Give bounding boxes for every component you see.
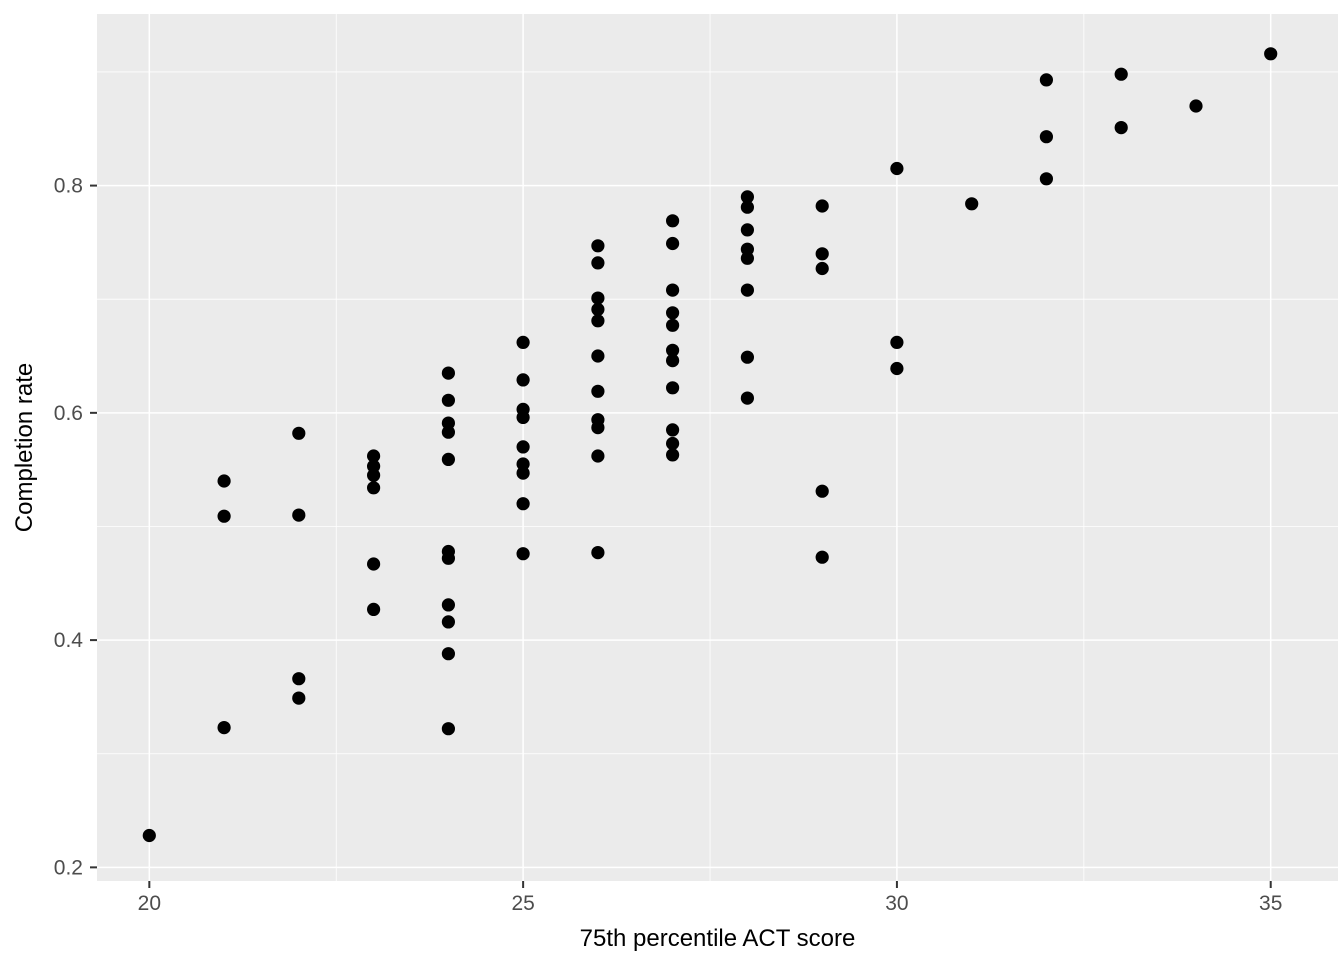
data-point — [441, 366, 455, 380]
data-point — [1039, 73, 1053, 87]
data-point — [367, 468, 381, 482]
x-tick-label: 25 — [511, 892, 534, 915]
data-point — [666, 306, 680, 320]
data-point — [666, 343, 680, 357]
data-point — [815, 247, 829, 261]
data-point — [441, 615, 455, 629]
data-point — [666, 236, 680, 251]
data-point — [591, 239, 605, 253]
data-point — [815, 199, 829, 213]
data-point — [441, 416, 455, 430]
data-point — [591, 384, 605, 398]
data-point — [591, 314, 605, 328]
data-point — [217, 509, 231, 523]
data-point — [1114, 121, 1128, 135]
data-point — [591, 546, 605, 560]
data-point — [441, 722, 455, 736]
y-tick-label: 0.2 — [54, 856, 83, 879]
data-point — [890, 161, 904, 176]
data-point — [666, 354, 680, 368]
data-point — [740, 223, 755, 237]
data-point — [815, 261, 829, 276]
data-point — [1114, 67, 1128, 81]
data-point — [292, 691, 306, 705]
major-gridlines — [97, 14, 1338, 881]
data-point — [1264, 47, 1278, 61]
data-point — [367, 557, 381, 571]
data-point — [142, 828, 156, 843]
data-point — [1189, 99, 1203, 113]
data-point — [292, 508, 306, 522]
data-point — [516, 373, 530, 387]
y-tick-label: 0.8 — [54, 175, 83, 198]
plot-panel — [97, 14, 1338, 881]
data-point — [367, 459, 381, 473]
y-axis-title: Completion rate — [11, 363, 38, 532]
x-tick-label: 35 — [1259, 892, 1282, 915]
data-point — [516, 410, 530, 424]
data-point — [965, 197, 979, 211]
data-point — [815, 550, 829, 564]
data-point — [740, 242, 755, 256]
data-point — [740, 350, 755, 364]
data-point — [890, 335, 904, 349]
data-point — [740, 190, 755, 204]
data-point — [591, 449, 605, 463]
data-point — [890, 361, 904, 376]
data-point — [217, 721, 231, 735]
data-point — [666, 318, 680, 332]
data-point — [740, 283, 755, 297]
tick-labels: 20 25 30 35 0.2 0.4 0.6 0.8 — [54, 175, 1283, 915]
data-point — [666, 381, 680, 395]
data-point — [815, 484, 829, 498]
data-point — [516, 440, 530, 454]
tick-marks — [90, 184, 1272, 888]
data-point — [1039, 172, 1053, 186]
data-point — [591, 291, 605, 305]
data-point — [516, 457, 530, 471]
data-point — [1039, 130, 1053, 144]
x-axis-title: 75th percentile ACT score — [580, 925, 856, 952]
minor-gridlines — [97, 14, 1338, 881]
data-point — [292, 672, 306, 686]
x-tick-label: 20 — [138, 892, 161, 915]
data-point — [441, 598, 455, 612]
x-tick-label: 30 — [885, 892, 908, 915]
data-point — [516, 466, 530, 480]
data-point — [740, 200, 755, 214]
data-point — [367, 449, 381, 463]
data-point — [516, 547, 530, 561]
data-point — [591, 302, 605, 316]
data-point — [367, 481, 381, 495]
data-point — [441, 647, 455, 661]
y-tick-label: 0.6 — [54, 402, 83, 425]
data-point — [666, 436, 680, 451]
data-point — [217, 474, 231, 488]
data-point — [516, 497, 530, 511]
data-point — [591, 421, 605, 435]
data-point — [591, 349, 605, 363]
data-point — [441, 551, 455, 565]
data-point — [666, 423, 680, 437]
data-point — [441, 393, 455, 407]
data-point — [666, 214, 680, 228]
data-point — [292, 426, 306, 440]
data-point — [516, 335, 530, 349]
data-point — [740, 391, 755, 405]
data-point — [591, 256, 605, 270]
y-tick-label: 0.4 — [54, 629, 84, 652]
data-point — [740, 251, 755, 265]
data-point — [441, 452, 455, 466]
data-point — [441, 425, 455, 439]
data-point — [367, 602, 381, 617]
data-point — [666, 448, 680, 462]
points-layer — [142, 47, 1278, 843]
data-point — [666, 283, 680, 297]
